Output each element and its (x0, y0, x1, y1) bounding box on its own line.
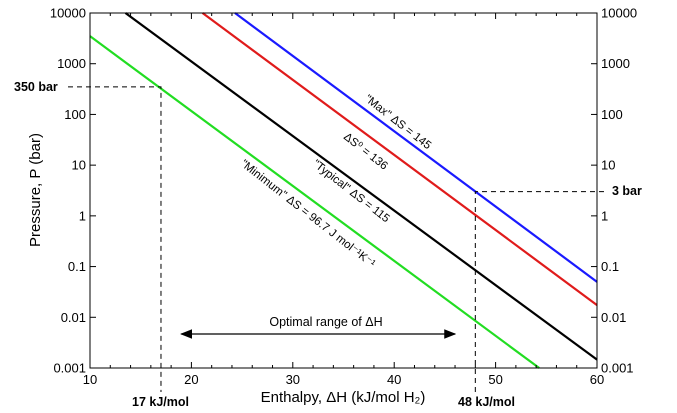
label-ds0: ΔS⁰ = 136 (341, 131, 390, 173)
y-tick-label-right-3: 1 (601, 208, 608, 223)
y-tick-label-left-6: 1000 (57, 56, 86, 71)
y-tick-label-right-4: 10 (601, 158, 615, 173)
y-tick-label-right-6: 1000 (601, 56, 630, 71)
y-tick-label-left-7: 10000 (50, 6, 86, 21)
series-line-1 (201, 12, 598, 306)
y-tick-label-right-2: 0.1 (601, 259, 619, 274)
y-tick-label-left-5: 100 (64, 107, 86, 122)
y-tick-label-right-7: 10000 (601, 6, 637, 21)
guide-layer (68, 86, 605, 392)
y-tick-label-left-0: 0.001 (53, 361, 86, 376)
x-tick-label-4: 50 (488, 372, 502, 387)
y-tick-label-left-2: 0.1 (68, 259, 86, 274)
annotation-3-bar: 3 bar (612, 184, 642, 198)
x-axis-label: Enthalpy, ΔH (kJ/mol H₂) (261, 389, 426, 406)
x-tick-label-5: 60 (590, 372, 604, 387)
annotation-48-kj: 48 kJ/mol (458, 395, 515, 409)
y-tick-label-left-1: 0.01 (61, 310, 86, 325)
annotation-350-bar: 350 bar (14, 80, 58, 94)
optimal-range-label: Optimal range of ΔH (269, 315, 382, 329)
y-tick-label-right-0: 0.001 (601, 361, 634, 376)
y-tick-label-left-4: 10 (72, 158, 86, 173)
x-tick-label-2: 30 (286, 372, 300, 387)
plot-frame (89, 12, 598, 369)
x-tick-label-0: 10 (83, 372, 97, 387)
y-tick-label-right-5: 100 (601, 107, 623, 122)
annotation-17-kj: 17 kJ/mol (132, 395, 189, 409)
y-tick-label-right-1: 0.01 (601, 310, 626, 325)
series-line-2 (124, 12, 598, 361)
series-line-3 (89, 35, 540, 369)
series-line-0 (234, 12, 598, 283)
label-max: "Max" ΔS = 145 (362, 93, 433, 152)
y-axis-label: Pressure, P (bar) (27, 133, 44, 247)
y-tick-label-left-3: 1 (79, 208, 86, 223)
label-minimum: "Minimum" ΔS = 96.7 J mol⁻¹K⁻¹ (238, 158, 377, 270)
series-layer (89, 12, 598, 369)
guide-350-bar (68, 86, 162, 392)
x-tick-label-3: 40 (387, 372, 401, 387)
x-tick-label-1: 20 (184, 372, 198, 387)
guide-3-bar (474, 191, 605, 392)
